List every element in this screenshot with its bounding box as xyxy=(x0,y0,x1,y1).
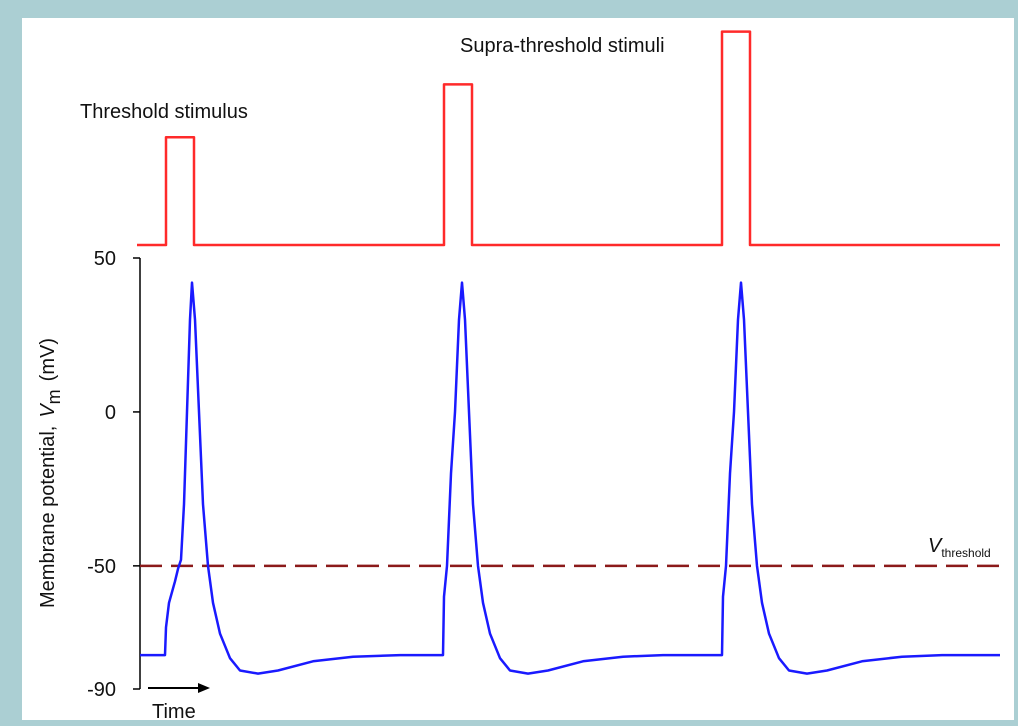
panel xyxy=(22,18,1014,720)
annotation: Threshold stimulus xyxy=(80,101,248,123)
y-tick-label: 50 xyxy=(94,248,116,270)
y-label-symbol: V xyxy=(37,403,59,418)
membrane-potential-line xyxy=(140,281,1000,675)
time-arrow-head xyxy=(198,683,210,693)
stimulus-line xyxy=(137,30,1000,247)
y-tick-label: -90 xyxy=(87,679,116,701)
y-label-text: Membrane potential, xyxy=(37,426,59,608)
annotation: Supra-threshold stimuli xyxy=(460,35,665,57)
y-axis-label: Membrane potential, Vm (mV) xyxy=(37,338,64,608)
threshold-symbol: V xyxy=(928,535,943,557)
x-axis-label: Time xyxy=(152,701,196,723)
threshold-label: Vthreshold xyxy=(928,535,991,560)
threshold-subscript: threshold xyxy=(941,546,990,560)
y-label-unit: (mV) xyxy=(37,338,59,381)
y-tick-label: 0 xyxy=(105,402,116,424)
y-tick-label: -50 xyxy=(87,556,116,578)
y-label-subscript: m xyxy=(44,389,64,404)
